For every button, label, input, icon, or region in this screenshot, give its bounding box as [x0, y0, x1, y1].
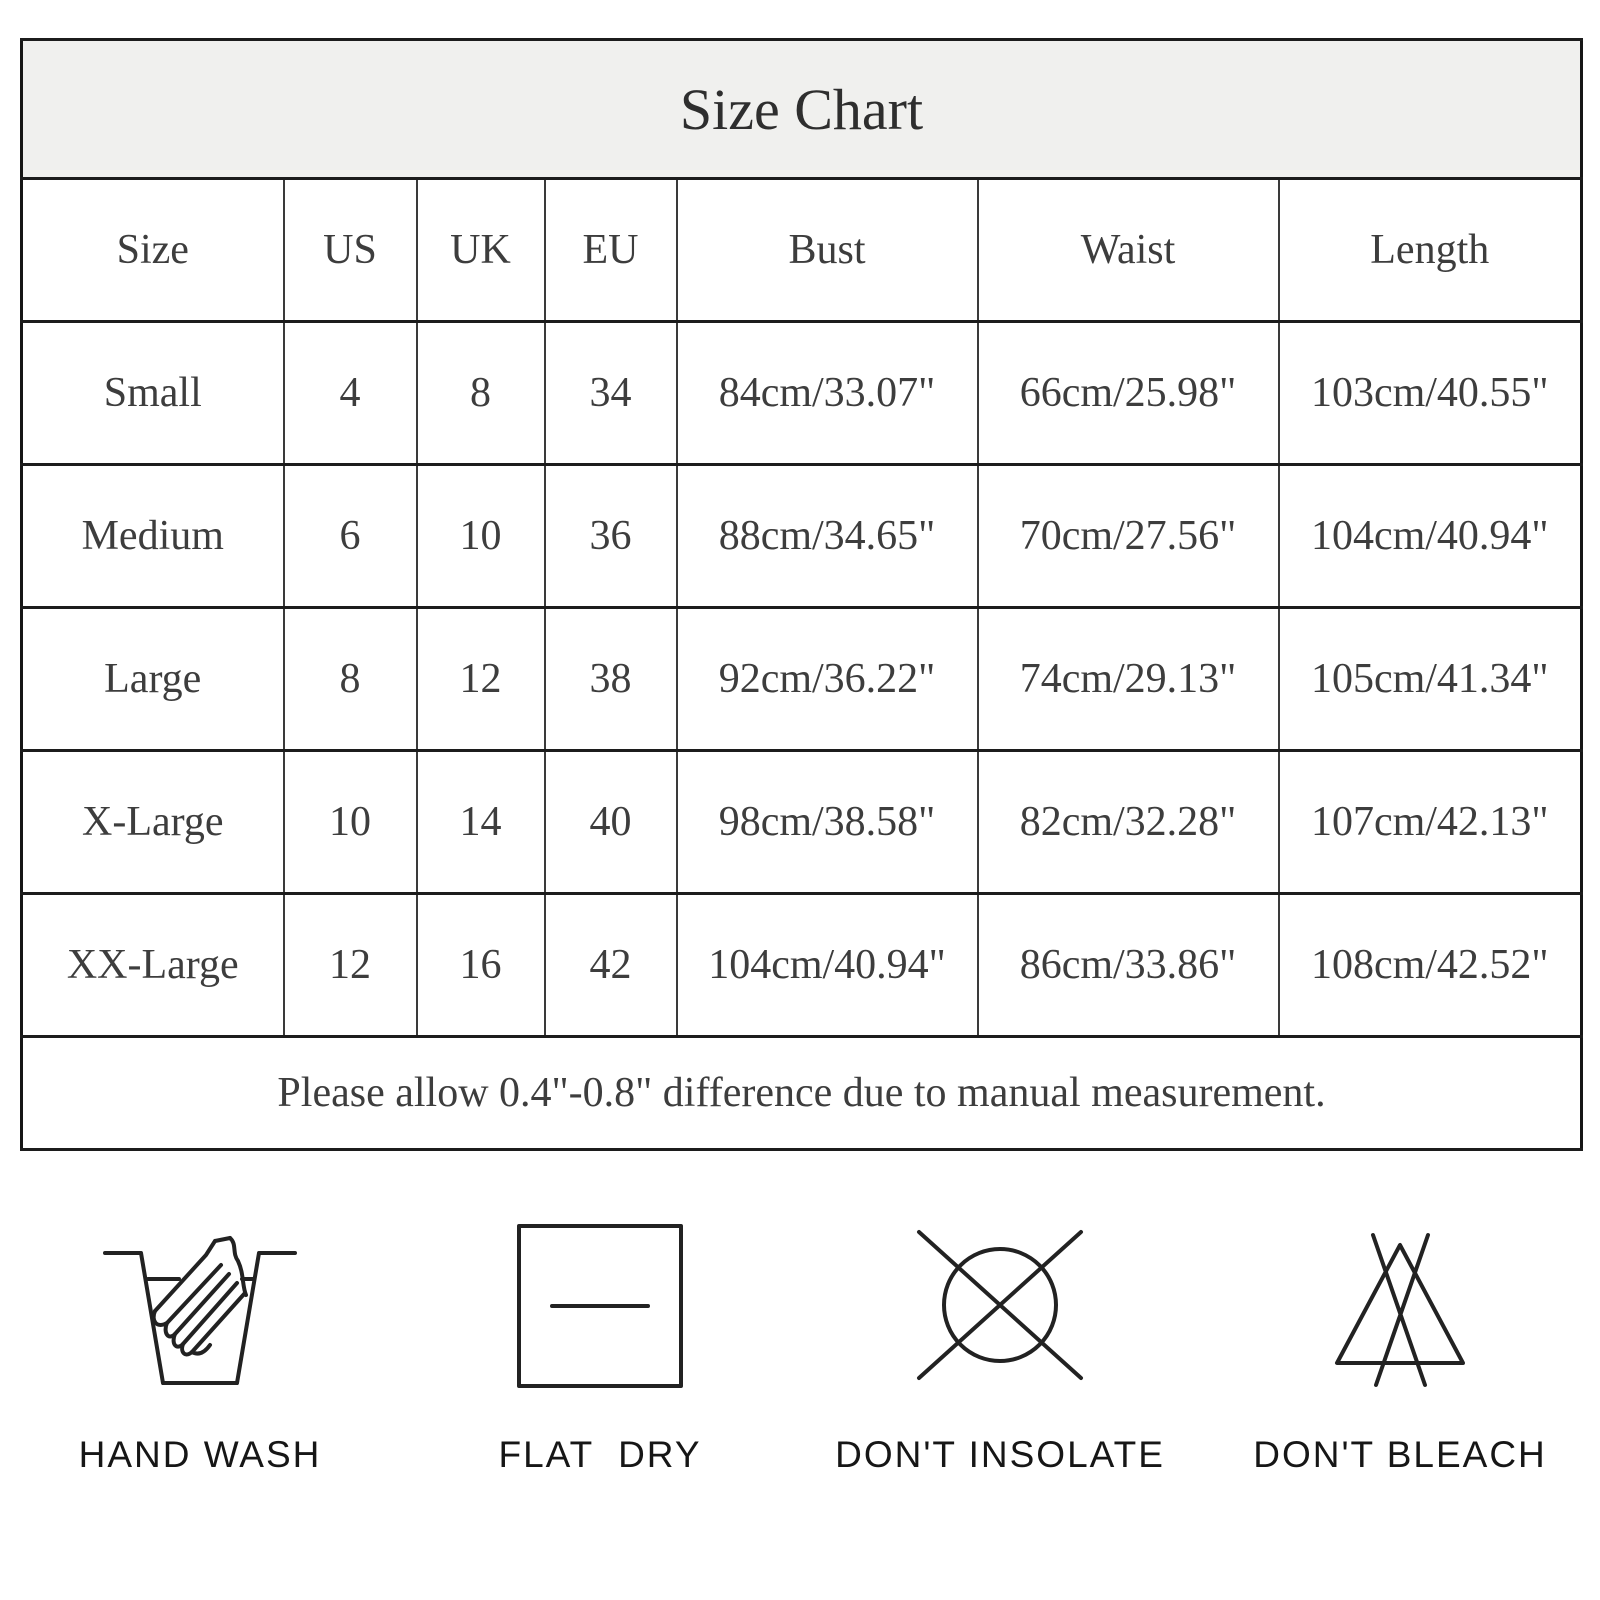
care-label-flat-dry: FLAT DRY [498, 1434, 702, 1475]
col-header-size: Size [20, 177, 285, 323]
cell-bust: 84cm/33.07" [675, 320, 979, 466]
care-item-dont-bleach: DON'T BLEACH [1200, 1185, 1600, 1476]
care-label-dont-insolate: DON'T INSOLATE [835, 1434, 1165, 1475]
table-row-xx-large: XX-Large 12 16 42 104cm/40.94" 86cm/33.8… [20, 892, 1583, 1038]
cell-uk: 8 [415, 320, 546, 466]
cell-length: 108cm/42.52" [1277, 892, 1583, 1038]
cell-bust: 92cm/36.22" [675, 606, 979, 752]
cell-us: 8 [282, 606, 418, 752]
note-row: Please allow 0.4"-0.8" difference due to… [20, 1035, 1583, 1151]
title-row: Size Chart [20, 38, 1583, 180]
cell-length: 107cm/42.13" [1277, 749, 1583, 895]
cell-size: X-Large [20, 749, 285, 895]
cell-waist: 70cm/27.56" [976, 463, 1280, 609]
cell-eu: 40 [543, 749, 678, 895]
cell-uk: 14 [415, 749, 546, 895]
cell-us: 4 [282, 320, 418, 466]
cell-bust: 104cm/40.94" [675, 892, 979, 1038]
cell-uk: 12 [415, 606, 546, 752]
cell-eu: 34 [543, 320, 678, 466]
hand-wash-icon [95, 1185, 305, 1390]
col-header-waist: Waist [976, 177, 1280, 323]
measurement-note: Please allow 0.4"-0.8" difference due to… [20, 1035, 1583, 1151]
col-header-bust: Bust [675, 177, 979, 323]
col-header-length: Length [1277, 177, 1583, 323]
table-header-row: Size US UK EU Bust Waist Length [20, 177, 1583, 323]
size-chart-table: Size Chart Size US UK EU Bust Waist Leng… [20, 38, 1584, 1151]
cell-eu: 42 [543, 892, 678, 1038]
cell-waist: 82cm/32.28" [976, 749, 1280, 895]
dont-bleach-icon [1323, 1185, 1478, 1390]
col-header-us: US [282, 177, 418, 323]
cell-bust: 98cm/38.58" [675, 749, 979, 895]
cell-eu: 36 [543, 463, 678, 609]
col-header-eu: EU [543, 177, 678, 323]
care-item-flat-dry: FLAT DRY [400, 1185, 800, 1476]
flat-dry-icon [515, 1185, 685, 1390]
table-row-small: Small 4 8 34 84cm/33.07" 66cm/25.98" 103… [20, 320, 1583, 466]
cell-size: XX-Large [20, 892, 285, 1038]
care-item-dont-insolate: DON'T INSOLATE [800, 1185, 1200, 1476]
cell-size: Large [20, 606, 285, 752]
cell-length: 103cm/40.55" [1277, 320, 1583, 466]
table-row-large: Large 8 12 38 92cm/36.22" 74cm/29.13" 10… [20, 606, 1583, 752]
cell-length: 104cm/40.94" [1277, 463, 1583, 609]
cell-us: 12 [282, 892, 418, 1038]
page-title: Size Chart [20, 38, 1583, 180]
col-header-uk: UK [415, 177, 546, 323]
cell-uk: 16 [415, 892, 546, 1038]
table-row-medium: Medium 6 10 36 88cm/34.65" 70cm/27.56" 1… [20, 463, 1583, 609]
dont-insolate-icon [905, 1185, 1095, 1390]
cell-us: 6 [282, 463, 418, 609]
cell-size: Small [20, 320, 285, 466]
cell-waist: 66cm/25.98" [976, 320, 1280, 466]
cell-us: 10 [282, 749, 418, 895]
cell-waist: 86cm/33.86" [976, 892, 1280, 1038]
cell-uk: 10 [415, 463, 546, 609]
cell-length: 105cm/41.34" [1277, 606, 1583, 752]
cell-eu: 38 [543, 606, 678, 752]
cell-size: Medium [20, 463, 285, 609]
care-label-hand-wash: HAND WASH [78, 1434, 322, 1475]
care-label-dont-bleach: DON'T BLEACH [1253, 1434, 1547, 1475]
care-item-hand-wash: HAND WASH [0, 1185, 400, 1476]
table-row-x-large: X-Large 10 14 40 98cm/38.58" 82cm/32.28"… [20, 749, 1583, 895]
cell-waist: 74cm/29.13" [976, 606, 1280, 752]
cell-bust: 88cm/34.65" [675, 463, 979, 609]
care-instructions: HAND WASH FLAT DRY DON'T INSOLATE DON'T [0, 1185, 1600, 1476]
